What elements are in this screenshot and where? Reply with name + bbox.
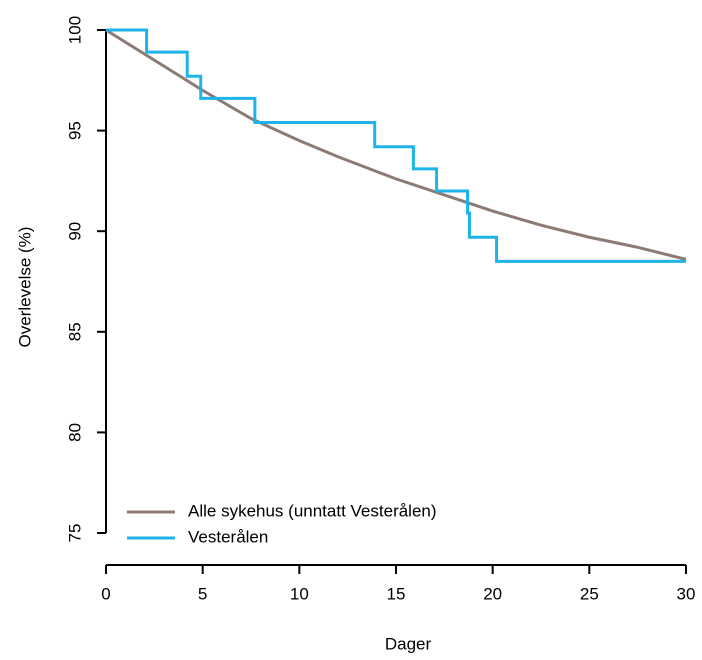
survival-line (106, 28, 686, 263)
x-tick-label: 20 (483, 584, 502, 603)
x-tick-label: 5 (198, 584, 207, 603)
survival-line (105, 28, 687, 261)
y-tick-label: 95 (65, 121, 84, 140)
y-tick-label: 75 (65, 524, 84, 543)
y-tick-label: 100 (65, 16, 84, 44)
x-tick-label: 0 (101, 584, 110, 603)
x-tick-label: 15 (387, 584, 406, 603)
y-axis-label: Overlevelse (%) (15, 227, 34, 348)
legend-label: Alle sykehus (unntatt Vesterålen) (188, 501, 437, 520)
y-tick-label: 85 (65, 322, 84, 341)
x-tick-label: 30 (677, 584, 696, 603)
x-axis-label: Dager (385, 634, 432, 653)
x-tick-label: 25 (580, 584, 599, 603)
legend-label: Vesterålen (188, 527, 268, 546)
y-tick-label: 90 (65, 222, 84, 241)
y-tick-label: 80 (65, 423, 84, 442)
x-tick-label: 10 (290, 584, 309, 603)
